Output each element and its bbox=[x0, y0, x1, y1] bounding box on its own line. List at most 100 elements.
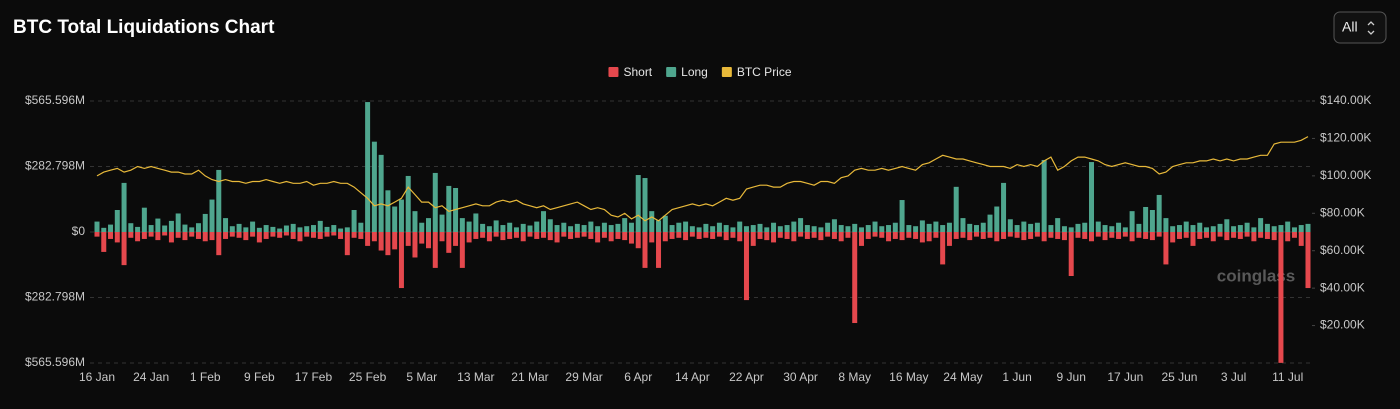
bar bbox=[338, 232, 344, 239]
legend-label: BTC Price bbox=[737, 65, 792, 79]
x-tick-label: 25 Feb bbox=[349, 370, 387, 384]
bar bbox=[405, 175, 411, 232]
bar bbox=[858, 232, 864, 246]
bar bbox=[642, 178, 648, 232]
bar bbox=[710, 226, 716, 232]
bar bbox=[283, 225, 289, 232]
bar bbox=[1190, 225, 1196, 232]
bar bbox=[1048, 225, 1054, 232]
x-tick-label: 5 Mar bbox=[406, 370, 437, 384]
bar bbox=[622, 232, 628, 241]
bar bbox=[1082, 232, 1088, 239]
bar bbox=[1264, 232, 1270, 239]
bar bbox=[500, 225, 506, 232]
bar bbox=[696, 227, 702, 232]
bar bbox=[459, 232, 465, 268]
bar bbox=[378, 232, 384, 251]
bar bbox=[453, 232, 459, 246]
bar bbox=[351, 232, 357, 238]
bar bbox=[162, 232, 168, 236]
bar bbox=[371, 232, 377, 242]
legend-swatch bbox=[666, 67, 677, 77]
bar bbox=[1197, 222, 1203, 232]
bar bbox=[1034, 222, 1040, 232]
bar bbox=[798, 218, 804, 232]
bar bbox=[696, 232, 702, 239]
bar bbox=[216, 169, 222, 232]
y-tick-label: $282.798M bbox=[25, 290, 85, 304]
bar bbox=[946, 222, 952, 232]
bar bbox=[304, 232, 310, 237]
bar bbox=[1122, 232, 1128, 237]
bar bbox=[757, 223, 763, 232]
bar bbox=[953, 186, 959, 232]
bar bbox=[304, 226, 310, 232]
bar bbox=[209, 199, 215, 232]
bar bbox=[1116, 222, 1122, 232]
bar bbox=[628, 232, 634, 244]
bar bbox=[141, 207, 147, 232]
watermark: coinglass bbox=[1217, 266, 1295, 285]
bar bbox=[1122, 227, 1128, 232]
bar bbox=[1102, 232, 1108, 241]
bar bbox=[1014, 225, 1020, 232]
bar bbox=[1116, 232, 1122, 239]
x-tick-label: 9 Feb bbox=[244, 370, 275, 384]
bar bbox=[568, 232, 574, 239]
bar bbox=[628, 222, 634, 232]
select-box[interactable] bbox=[1333, 11, 1387, 44]
bar bbox=[622, 218, 628, 232]
legend-swatch bbox=[608, 67, 619, 77]
bar bbox=[1089, 162, 1095, 232]
bar bbox=[392, 232, 398, 250]
bar bbox=[432, 172, 438, 232]
bar bbox=[392, 206, 398, 232]
bar bbox=[1237, 225, 1243, 232]
bar bbox=[121, 182, 127, 232]
bar bbox=[365, 102, 371, 232]
bar bbox=[933, 232, 939, 238]
bar bbox=[175, 232, 181, 238]
bar bbox=[1285, 221, 1291, 232]
bar bbox=[473, 213, 479, 232]
bar bbox=[818, 232, 824, 241]
bar bbox=[229, 232, 235, 237]
bar bbox=[141, 232, 147, 239]
bar bbox=[960, 232, 966, 238]
bar bbox=[777, 232, 783, 238]
bar bbox=[946, 232, 952, 246]
bar bbox=[1095, 232, 1101, 237]
legend-label: Long bbox=[681, 65, 708, 79]
bar bbox=[1210, 232, 1216, 242]
bar bbox=[290, 223, 296, 232]
bar bbox=[223, 218, 229, 232]
bar bbox=[398, 232, 404, 289]
bar bbox=[852, 232, 858, 324]
bar bbox=[601, 222, 607, 232]
select-label[interactable]: All bbox=[1342, 19, 1358, 35]
x-tick-label: 14 Apr bbox=[675, 370, 710, 384]
bar bbox=[1028, 232, 1034, 239]
range-select[interactable]: All bbox=[1333, 11, 1387, 44]
bar bbox=[1034, 232, 1040, 237]
bar bbox=[554, 232, 560, 243]
bar bbox=[703, 232, 709, 238]
bar bbox=[182, 224, 188, 232]
bar bbox=[919, 220, 925, 232]
bar bbox=[1028, 223, 1034, 232]
bar bbox=[527, 232, 533, 237]
bar bbox=[791, 221, 797, 232]
select-chevron[interactable] bbox=[1367, 21, 1375, 35]
bar bbox=[703, 223, 709, 232]
bar bbox=[831, 219, 837, 232]
bar bbox=[1217, 223, 1223, 232]
x-tick-label: 30 Apr bbox=[783, 370, 818, 384]
bar bbox=[128, 223, 134, 232]
bar bbox=[574, 232, 580, 238]
bar bbox=[1176, 232, 1182, 239]
bar bbox=[480, 223, 486, 232]
bar bbox=[737, 232, 743, 242]
bar bbox=[385, 232, 391, 256]
bar bbox=[1298, 232, 1304, 246]
bar bbox=[1251, 227, 1257, 232]
